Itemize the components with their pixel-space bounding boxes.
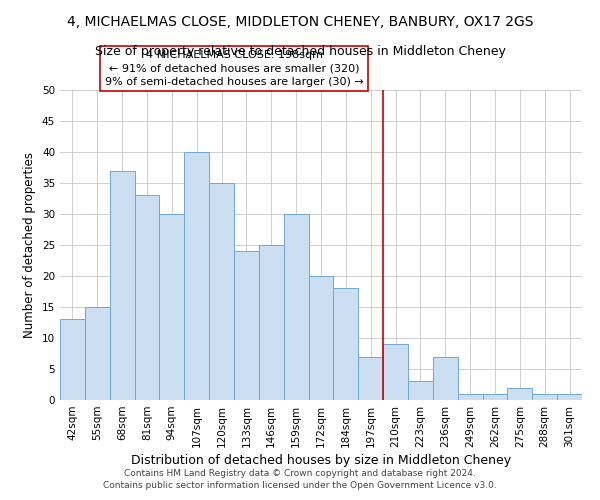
Bar <box>557 394 582 400</box>
Bar <box>532 394 557 400</box>
Text: 4, MICHAELMAS CLOSE, MIDDLETON CHENEY, BANBURY, OX17 2GS: 4, MICHAELMAS CLOSE, MIDDLETON CHENEY, B… <box>67 15 533 29</box>
Bar <box>458 394 482 400</box>
Bar <box>60 320 85 400</box>
Bar <box>110 170 134 400</box>
Text: 4 MICHAELMAS CLOSE: 198sqm
← 91% of detached houses are smaller (320)
9% of semi: 4 MICHAELMAS CLOSE: 198sqm ← 91% of deta… <box>104 50 364 87</box>
Bar <box>508 388 532 400</box>
Bar <box>383 344 408 400</box>
Bar <box>234 251 259 400</box>
Bar <box>134 196 160 400</box>
X-axis label: Distribution of detached houses by size in Middleton Cheney: Distribution of detached houses by size … <box>131 454 511 467</box>
Bar <box>433 356 458 400</box>
Bar <box>308 276 334 400</box>
Bar <box>184 152 209 400</box>
Bar <box>209 183 234 400</box>
Bar <box>160 214 184 400</box>
Bar <box>259 245 284 400</box>
Y-axis label: Number of detached properties: Number of detached properties <box>23 152 37 338</box>
Bar <box>334 288 358 400</box>
Bar <box>284 214 308 400</box>
Bar <box>482 394 508 400</box>
Bar <box>408 382 433 400</box>
Bar <box>358 356 383 400</box>
Bar <box>85 307 110 400</box>
Text: Size of property relative to detached houses in Middleton Cheney: Size of property relative to detached ho… <box>95 45 505 58</box>
Text: Contains HM Land Registry data © Crown copyright and database right 2024.
Contai: Contains HM Land Registry data © Crown c… <box>103 468 497 490</box>
